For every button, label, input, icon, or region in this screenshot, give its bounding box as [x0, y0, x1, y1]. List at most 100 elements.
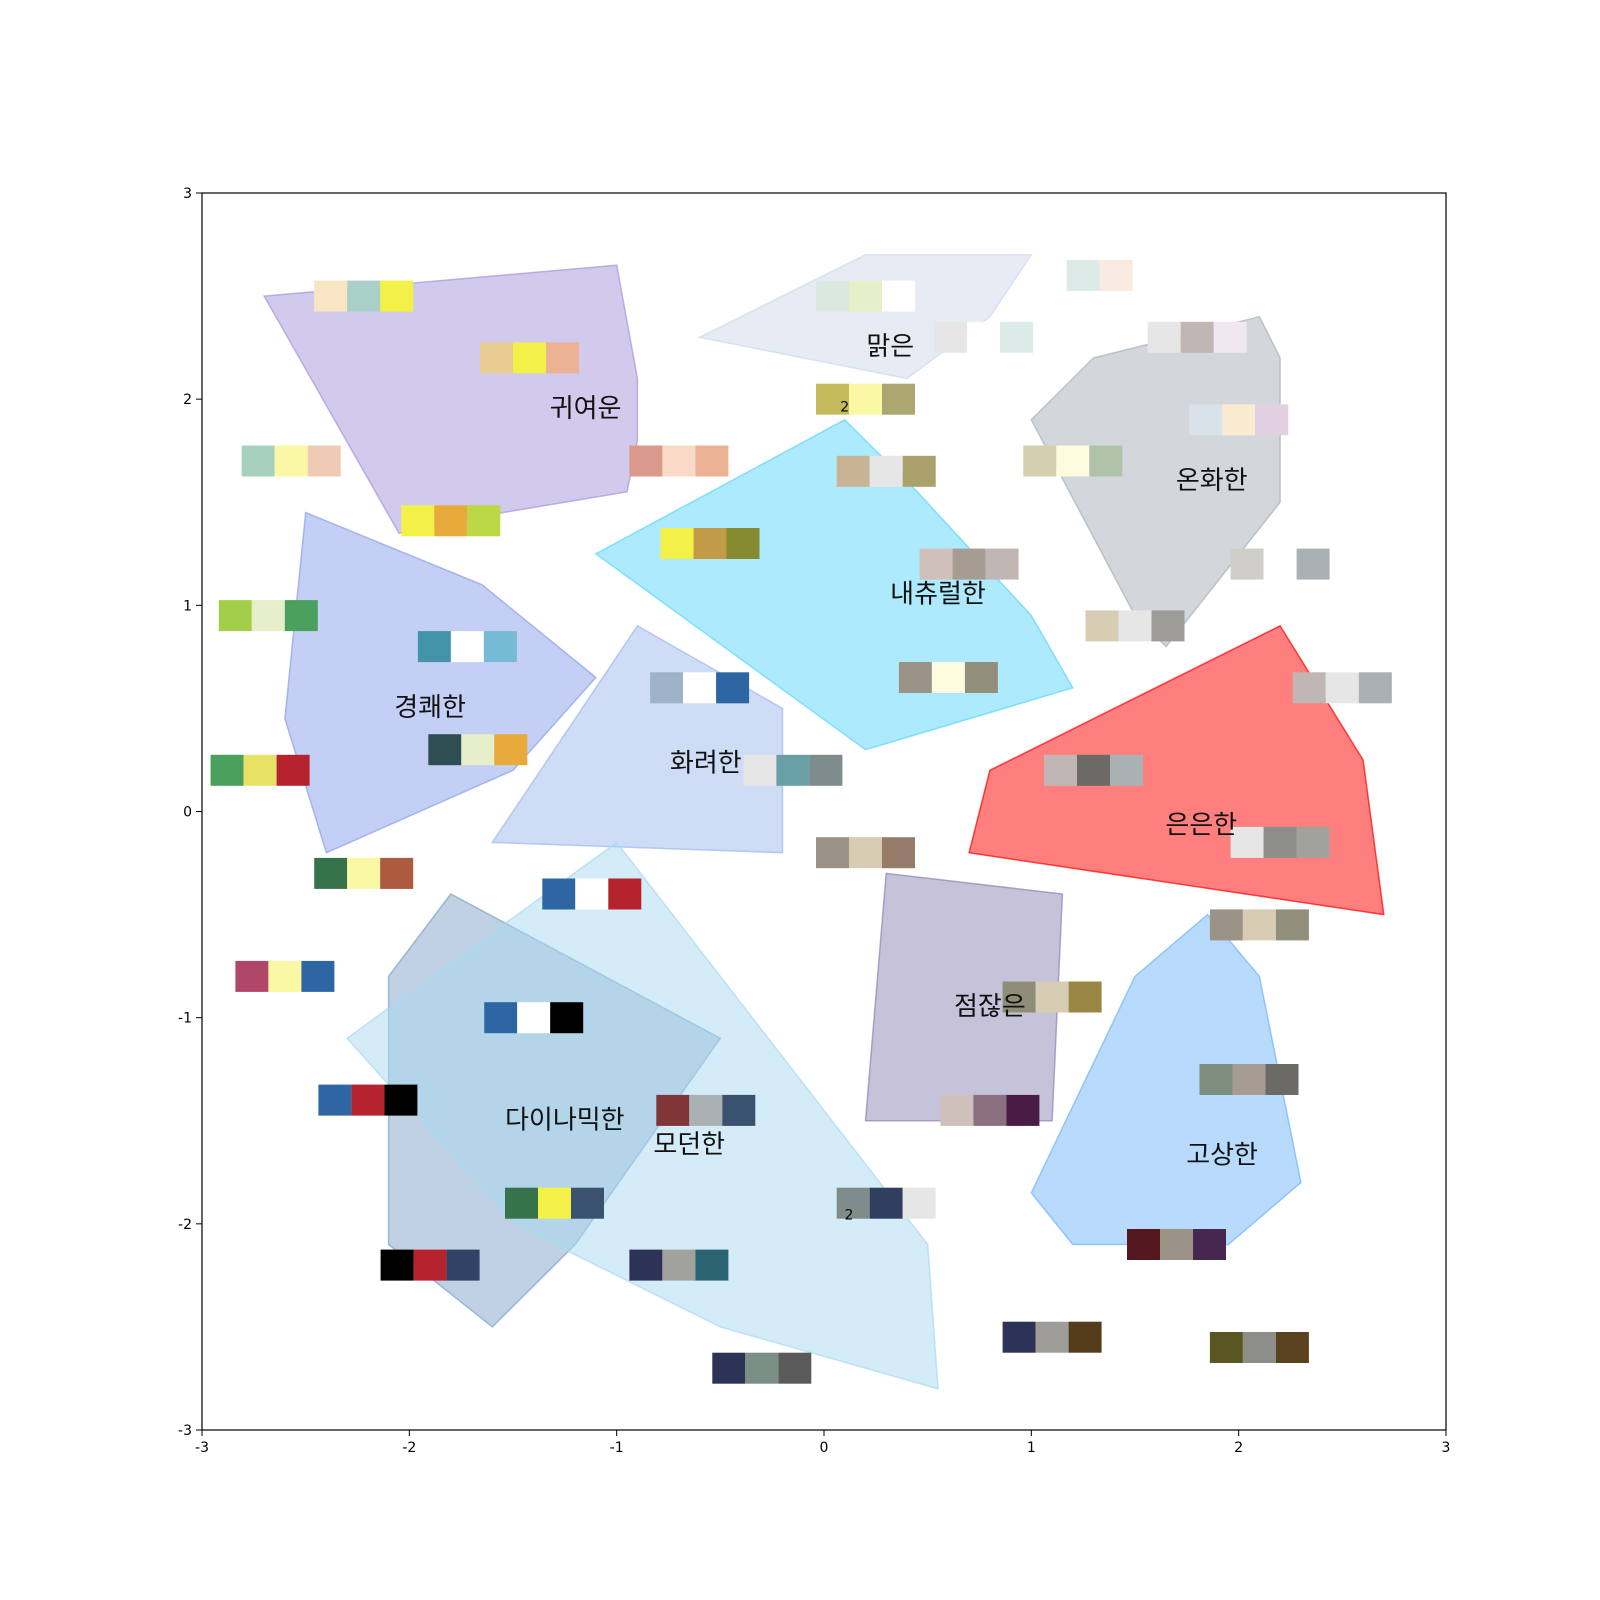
swatch-cell	[660, 528, 694, 559]
swatch-cell	[428, 734, 462, 766]
swatch-cell	[662, 445, 696, 477]
swatch-cell	[1002, 981, 1036, 1013]
region-label: 화려한	[670, 749, 742, 779]
swatch-cell	[934, 321, 968, 353]
swatch-cell	[1242, 909, 1276, 941]
swatch-cell	[241, 445, 275, 477]
swatch-cell	[1056, 445, 1090, 477]
swatch-cell	[1089, 445, 1123, 477]
swatch-cell	[284, 600, 318, 632]
swatch-cell	[1006, 1094, 1040, 1126]
palette-swatch	[919, 548, 1019, 580]
palette-swatch	[314, 280, 414, 312]
swatch-cell	[1275, 1332, 1309, 1363]
swatch-cell	[745, 1352, 779, 1384]
x-tick-label: -3	[195, 1440, 209, 1456]
palette-swatch	[428, 734, 528, 766]
swatch-cell	[1035, 1321, 1069, 1353]
swatch-cell	[307, 445, 341, 477]
axis-ticks-layer: -3 -2 -1 0 1 2 3 -3 -2 -1 0 1 2 3	[178, 186, 1450, 1456]
swatch-cell	[314, 280, 348, 312]
swatch-cell	[538, 1187, 571, 1219]
swatch-cell	[1077, 754, 1110, 786]
region-label: 귀여운	[550, 394, 622, 424]
swatch-cell	[461, 734, 495, 766]
swatch-cell	[1358, 672, 1392, 704]
swatch-cell	[1213, 321, 1247, 353]
swatch-cell	[243, 754, 277, 786]
palette-swatch	[235, 960, 335, 992]
region-label: 내츄럴한	[890, 580, 986, 610]
palette-swatch	[816, 837, 915, 869]
palette-swatch	[484, 1002, 584, 1034]
y-tick-label: 0	[183, 805, 192, 821]
swatch-cell	[318, 1084, 352, 1116]
swatch-cell	[1242, 1332, 1276, 1363]
palette-swatch	[1002, 981, 1102, 1013]
swatch-cell	[1127, 1229, 1160, 1260]
region-label: 온화한	[1176, 466, 1248, 496]
swatch-cell	[268, 960, 302, 992]
swatch-cell	[1230, 548, 1264, 580]
swatch-cell	[726, 528, 760, 559]
swatch-cell	[517, 1002, 551, 1034]
swatch-cell	[1180, 321, 1214, 353]
swatch-cell	[1068, 1321, 1102, 1353]
swatch-cell	[849, 383, 882, 415]
swatch-cell	[301, 960, 335, 992]
swatch-cell	[849, 280, 882, 312]
swatch-cell	[816, 280, 849, 312]
y-tick-label: -2	[178, 1217, 192, 1233]
swatch-cell	[1222, 404, 1256, 436]
palette-swatch	[542, 878, 642, 910]
palette-swatch	[1209, 909, 1309, 941]
swatch-cell	[1263, 826, 1297, 858]
swatch-cell	[1151, 610, 1185, 642]
palette-swatch	[1189, 404, 1289, 436]
swatch-cell	[314, 857, 348, 889]
region-polygon-9	[345, 841, 939, 1390]
palette-swatch	[480, 342, 580, 374]
swatch-cell	[276, 754, 310, 786]
swatch-cell	[809, 754, 843, 786]
swatch-cell	[575, 878, 609, 910]
palette-swatch	[1002, 1321, 1102, 1353]
palette-swatch	[505, 1187, 604, 1219]
swatches-layer	[210, 260, 1392, 1384]
swatch-cell	[1099, 260, 1133, 291]
swatch-cell	[1085, 610, 1119, 642]
swatch-cell	[1066, 260, 1100, 291]
swatch-cell	[778, 1352, 812, 1384]
swatch-cell	[1147, 321, 1181, 353]
region-label: 모던한	[653, 1130, 725, 1160]
swatch-cell	[1000, 321, 1034, 353]
swatch-cell	[722, 1094, 756, 1126]
swatch-cell	[919, 548, 953, 580]
swatch-cell	[967, 321, 1001, 353]
x-tick-label: 3	[1442, 1440, 1451, 1456]
swatch-cell	[1230, 826, 1264, 858]
palette-swatch	[1044, 754, 1143, 786]
swatch-cell	[218, 600, 252, 632]
swatch-cell	[467, 505, 501, 537]
annotation-text: 2	[844, 1208, 853, 1224]
swatch-cell	[1232, 1064, 1266, 1095]
swatch-cell	[973, 1094, 1007, 1126]
region-label: 은은한	[1165, 810, 1237, 840]
swatch-cell	[931, 662, 965, 693]
palette-swatch	[218, 600, 318, 632]
swatch-cell	[836, 455, 870, 487]
palette-swatch	[1230, 826, 1330, 858]
palette-swatch	[1085, 610, 1185, 642]
swatch-cell	[380, 857, 414, 889]
swatch-cell	[251, 600, 285, 632]
palette-swatch	[1023, 445, 1123, 477]
swatch-cell	[1209, 1332, 1243, 1363]
swatch-cell	[380, 1249, 414, 1281]
palette-swatch	[836, 455, 936, 487]
swatch-cell	[1325, 672, 1359, 704]
swatch-cell	[898, 662, 932, 693]
palette-swatch	[816, 383, 915, 415]
palette-swatch	[1209, 1332, 1309, 1363]
